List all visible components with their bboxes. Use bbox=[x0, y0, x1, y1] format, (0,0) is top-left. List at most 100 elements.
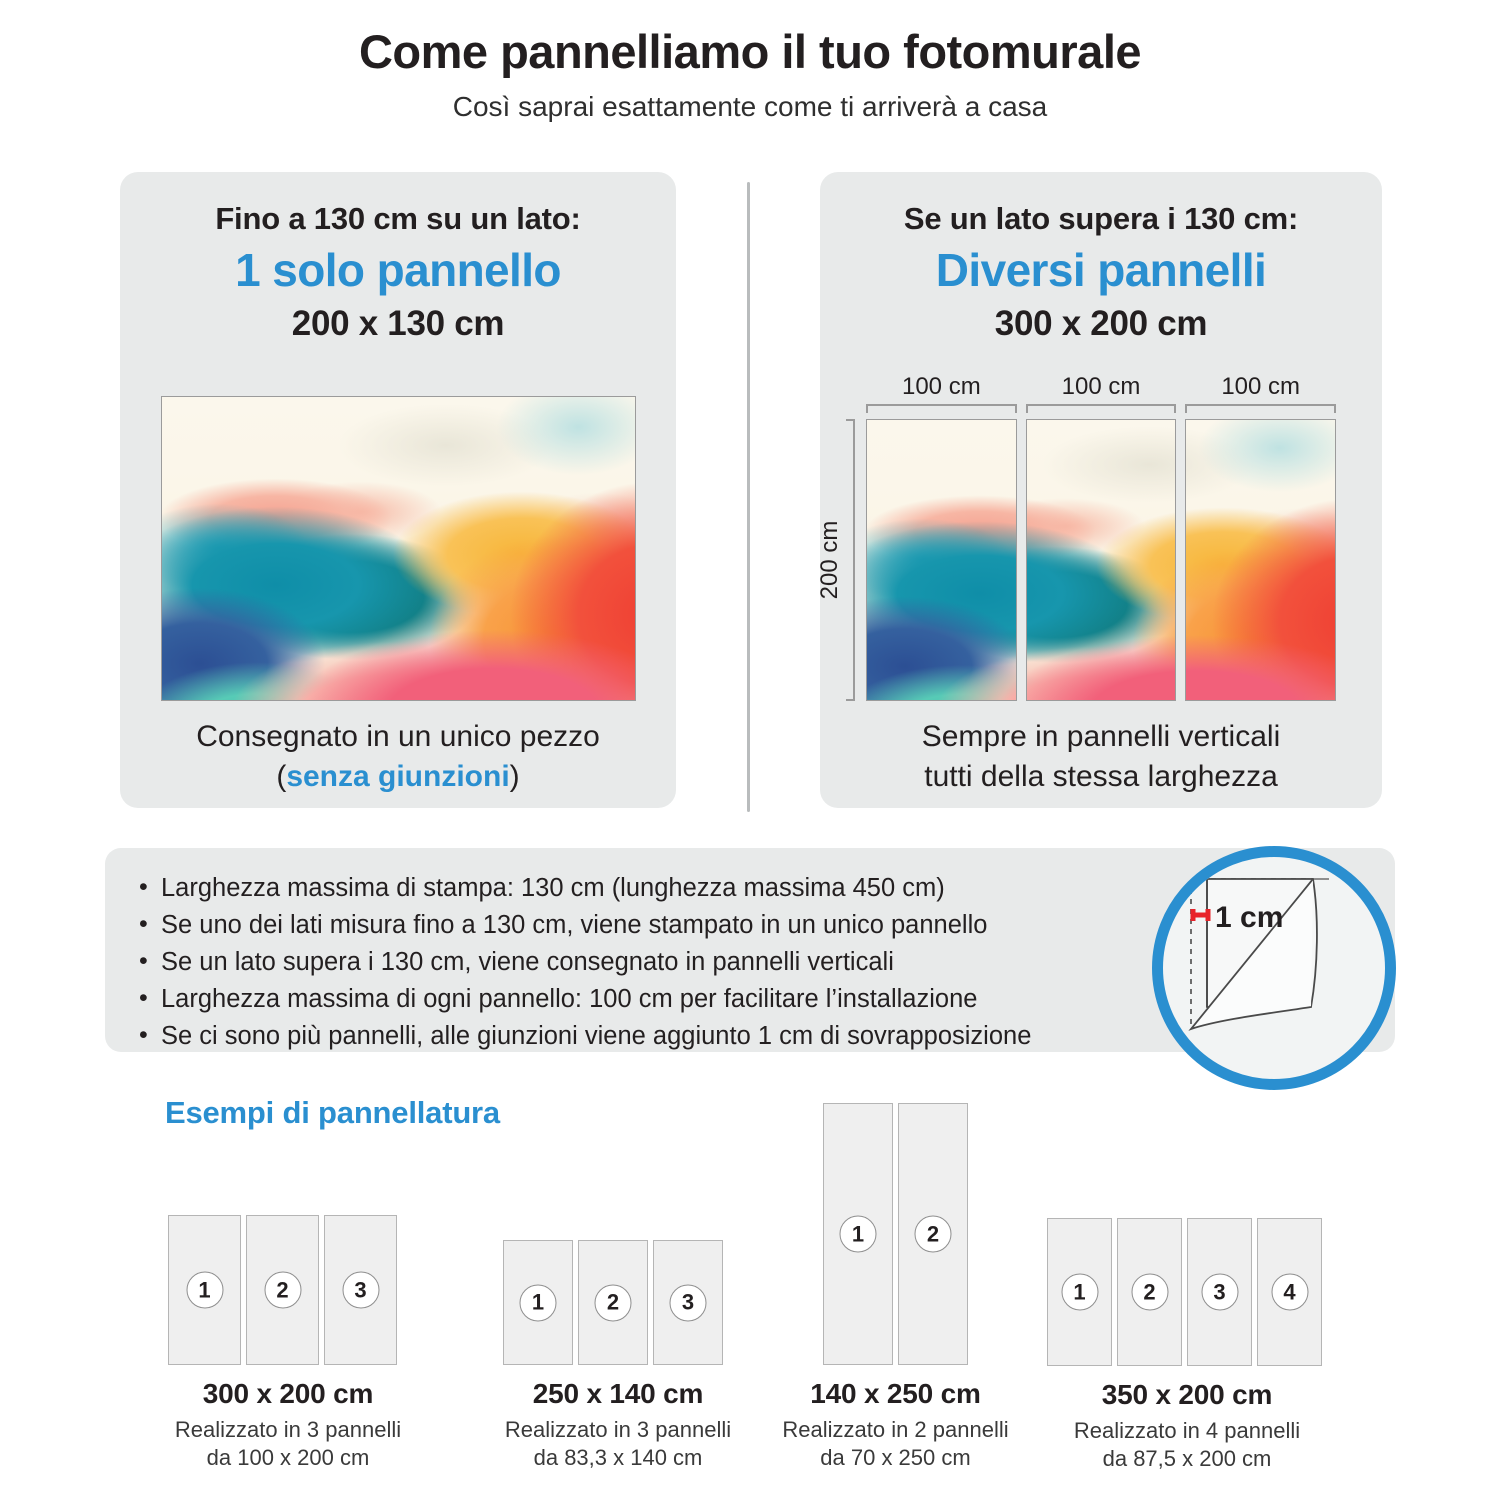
example-panel: 1 bbox=[168, 1215, 241, 1365]
example-note: Realizzato in 3 pannelli da 83,3 x 140 c… bbox=[463, 1416, 773, 1472]
multi-panel-highlight: Diversi pannelli bbox=[935, 244, 1267, 296]
watercolor-landscape-artwork bbox=[1026, 420, 1176, 700]
example-panel: 2 bbox=[898, 1103, 968, 1365]
rule-item: Se ci sono più pannelli, alle giunzioni … bbox=[135, 1019, 1395, 1052]
width-dimension-3: 100 cm bbox=[1185, 375, 1337, 419]
example-panel: 4 bbox=[1257, 1218, 1322, 1366]
example-panel: 2 bbox=[246, 1215, 319, 1365]
page-title: Come pannelliamo il tuo fotomurale bbox=[358, 25, 1142, 78]
example-panels: 1 2 3 4 bbox=[1047, 1218, 1322, 1366]
single-panel-highlight: 1 solo pannello bbox=[235, 244, 561, 296]
example-note-line1: Realizzato in 3 pannelli bbox=[174, 1417, 402, 1442]
panel-number: 3 bbox=[669, 1284, 707, 1321]
example-size: 350 x 200 cm bbox=[1101, 1379, 1273, 1410]
panel-number: 3 bbox=[342, 1271, 379, 1309]
width-dimension-2-text: 100 cm bbox=[1061, 373, 1141, 400]
example-note-line1: Realizzato in 3 pannelli bbox=[504, 1417, 732, 1442]
multi-panel-caption: Sempre in pannelli verticali tutti della… bbox=[820, 717, 1382, 797]
panel-number: 1 bbox=[519, 1284, 557, 1321]
example-panel: 1 bbox=[823, 1103, 893, 1365]
single-panel-condition: Fino a 130 cm su un lato: bbox=[215, 201, 581, 236]
width-dimension-labels: 100 cm 100 cm 100 cm bbox=[866, 373, 1337, 419]
panel-number: 2 bbox=[264, 1271, 301, 1309]
examples-title: Esempi di pannellatura bbox=[165, 1095, 500, 1130]
mural-panel-strip bbox=[1025, 419, 1177, 701]
example-panels: 1 2 3 bbox=[503, 1240, 723, 1365]
comparison-section: Fino a 130 cm su un lato: 1 solo pannell… bbox=[0, 172, 1500, 812]
example-panel: 2 bbox=[578, 1240, 648, 1365]
panel-number: 1 bbox=[839, 1215, 877, 1253]
dimension-bracket-icon bbox=[1185, 404, 1337, 413]
paren-close: ) bbox=[509, 759, 520, 793]
single-panel-caption-line1: Consegnato in un unico pezzo bbox=[196, 720, 600, 753]
example-note-line2: da 87,5 x 200 cm bbox=[1102, 1445, 1272, 1471]
dimension-bracket-icon bbox=[1025, 404, 1177, 413]
dimension-bracket-icon bbox=[846, 419, 855, 701]
multi-panel-caption-line1: Sempre in pannelli verticali bbox=[921, 720, 1281, 753]
example-panel: 3 bbox=[653, 1240, 723, 1365]
example-caption: 300 x 200 cm Realizzato in 3 pannelli da… bbox=[123, 1378, 453, 1472]
mural-preview-multi: 100 cm 100 cm 100 cm 200 cm bbox=[816, 373, 1337, 701]
watercolor-landscape-artwork bbox=[867, 420, 1016, 700]
example-note: Realizzato in 4 pannelli da 87,5 x 200 c… bbox=[1027, 1417, 1347, 1473]
panel-number: 3 bbox=[1201, 1273, 1238, 1311]
example-caption: 250 x 140 cm Realizzato in 3 pannelli da… bbox=[463, 1378, 773, 1472]
example-note-line2: da 100 x 200 cm bbox=[206, 1444, 370, 1470]
single-panel-size: 200 x 130 cm bbox=[291, 304, 505, 343]
example-note-line1: Realizzato in 2 pannelli bbox=[782, 1417, 1009, 1442]
page-subtitle: Così saprai esattamente come ti arriverà… bbox=[452, 90, 1048, 122]
mural-preview-single bbox=[161, 396, 636, 701]
mural-panel-strip bbox=[866, 419, 1017, 701]
watercolor-landscape-artwork bbox=[162, 397, 635, 700]
multi-panel-card: Se un lato supera i 130 cm: Diversi pann… bbox=[816, 172, 1382, 808]
overlap-badge-label: 1 cm bbox=[1215, 901, 1283, 934]
example-size: 250 x 140 cm bbox=[532, 1378, 704, 1409]
example-note: Realizzato in 3 pannelli da 100 x 200 cm bbox=[123, 1416, 453, 1472]
single-panel-caption: Consegnato in un unico pezzo (senza giun… bbox=[120, 717, 676, 797]
panel-number: 1 bbox=[186, 1271, 223, 1309]
rule-item: Larghezza massima di ogni pannello: 100 … bbox=[135, 982, 1395, 1015]
no-seams-highlight: senza giunzioni bbox=[286, 759, 510, 793]
rules-list: Larghezza massima di stampa: 130 cm (lun… bbox=[105, 848, 1395, 1052]
paren-open: ( bbox=[276, 759, 287, 793]
overlap-badge: 1 cm bbox=[1152, 846, 1396, 1090]
example-note-line2: da 70 x 250 cm bbox=[820, 1444, 971, 1470]
multi-panel-size: 300 x 200 cm bbox=[994, 304, 1208, 343]
multi-panel-caption-line2: tutti della stessa larghezza bbox=[924, 759, 1278, 793]
header: Come pannelliamo il tuo fotomurale Così … bbox=[0, 0, 1500, 123]
overlap-diagram-icon: 1 cm bbox=[1175, 878, 1329, 1031]
example-panel: 1 bbox=[1047, 1218, 1112, 1366]
example-caption: 140 x 250 cm Realizzato in 2 pannelli da… bbox=[768, 1378, 1023, 1472]
example-note-line2: da 83,3 x 140 cm bbox=[533, 1444, 703, 1470]
example-size: 140 x 250 cm bbox=[810, 1378, 981, 1409]
rule-item: Se un lato supera i 130 cm, viene conseg… bbox=[135, 945, 1395, 978]
mural-panel-strip bbox=[1185, 419, 1337, 701]
example-caption: 350 x 200 cm Realizzato in 4 pannelli da… bbox=[1027, 1379, 1347, 1473]
width-dimension-2: 100 cm bbox=[1025, 373, 1177, 419]
single-panel-card: Fino a 130 cm su un lato: 1 solo pannell… bbox=[120, 172, 676, 808]
example-note-line1: Realizzato in 4 pannelli bbox=[1073, 1418, 1301, 1443]
example-note: Realizzato in 2 pannelli da 70 x 250 cm bbox=[768, 1416, 1023, 1472]
height-dimension-label: 200 cm bbox=[811, 419, 855, 701]
mural-panel-strips bbox=[866, 419, 1337, 701]
watercolor-landscape-artwork bbox=[1186, 420, 1336, 700]
example-panel: 1 bbox=[503, 1240, 573, 1365]
example-panel: 2 bbox=[1117, 1218, 1182, 1366]
rule-item: Se uno dei lati misura fino a 130 cm, vi… bbox=[135, 908, 1395, 941]
panel-number: 2 bbox=[594, 1284, 632, 1321]
panel-number: 2 bbox=[914, 1215, 952, 1253]
example-panels: 1 2 3 bbox=[168, 1215, 397, 1365]
panel-number: 4 bbox=[1271, 1273, 1308, 1311]
dimension-bracket-icon bbox=[866, 404, 1017, 413]
multi-panel-condition: Se un lato supera i 130 cm: bbox=[903, 201, 1299, 236]
panel-number: 2 bbox=[1131, 1273, 1168, 1311]
height-dimension-text: 200 cm bbox=[816, 520, 843, 600]
example-size: 300 x 200 cm bbox=[202, 1378, 374, 1409]
single-panel-caption-line2: (senza giunzioni) bbox=[120, 757, 676, 797]
example-panels: 1 2 bbox=[823, 1103, 968, 1365]
width-dimension-1-text: 100 cm bbox=[901, 373, 981, 400]
vertical-divider bbox=[747, 182, 750, 812]
width-dimension-1: 100 cm bbox=[866, 375, 1017, 419]
example-panel: 3 bbox=[324, 1215, 397, 1365]
